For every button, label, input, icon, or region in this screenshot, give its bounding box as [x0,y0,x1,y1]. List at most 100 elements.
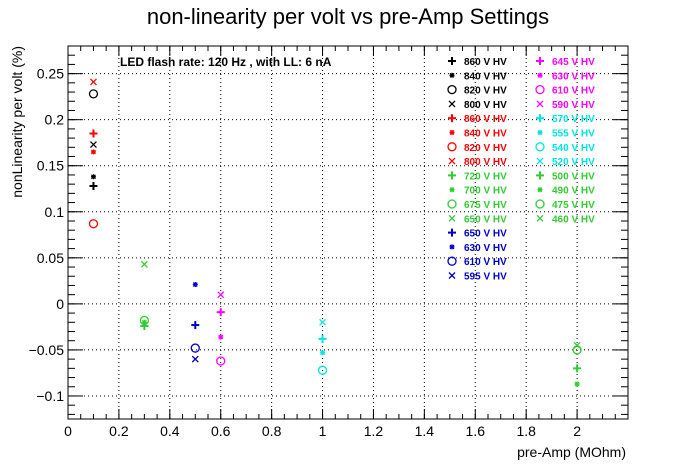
data-points [88,78,582,387]
grid [68,46,628,419]
x-tick-label: 1.4 [415,423,435,439]
legend-marker [448,114,456,123]
legend: 860 V HV 840 V HV 820 V HV 800 V HV 860 V HV… [447,57,595,283]
legend-marker [536,214,544,222]
data-point [573,341,581,349]
data-point [89,129,98,138]
data-point [191,321,200,330]
legend-label: 720 V HV [464,171,507,182]
x-tick-label: 0.8 [262,423,282,439]
data-point [88,219,99,229]
data-point [192,282,198,288]
data-point [89,78,97,86]
data-point [319,318,327,326]
legend-label: 650 V HV [464,214,507,225]
legend-marker [535,84,545,95]
chart-title: non-linearity per volt vs pre-Amp Settin… [147,4,549,29]
x-tick-label: 1 [319,423,327,439]
legend-marker [535,199,545,209]
legend-label: 520 V HV [552,157,595,168]
legend-marker [448,272,456,279]
legend-marker [536,157,544,165]
legend-marker [536,114,544,123]
x-tick-label: 0.6 [211,423,231,439]
y-axis-label: nonLinearity per volt (%) [9,46,25,198]
legend-label: 490 V HV [552,186,595,197]
legend-label: 675 V HV [464,200,507,211]
data-point [574,381,580,387]
legend-label: 650 V HV [464,229,507,240]
legend-label: 590 V HV [552,100,595,111]
legend-marker [448,171,456,180]
x-tick-label: 1.8 [516,423,536,439]
y-tick-label: 0.15 [37,158,64,174]
legend-marker [448,228,456,237]
legend-marker [449,244,455,250]
legend-label: 800 V HV [464,100,507,111]
legend-label: 840 V HV [464,71,507,82]
axis-ticks [67,45,629,419]
data-point [191,355,199,363]
data-point [140,260,148,268]
x-tick-label: 0 [64,423,72,439]
data-point [190,343,200,353]
legend-label: 610 V HV [464,257,507,268]
data-point [139,315,150,326]
data-point [90,174,96,180]
y-tick-label: −0.1 [36,388,64,404]
legend-marker [448,57,456,65]
legend-label: 860 V HV [464,57,507,68]
legend-marker [537,130,543,135]
x-tick-label: 0.4 [160,423,180,439]
chart-annotation: LED flash rate: 120 Hz , with LL: 6 nA [120,55,332,69]
legend-label: 820 V HV [464,143,507,154]
legend-marker [449,72,455,78]
y-tick-label: 0.2 [45,112,65,128]
legend-label: 840 V HV [464,129,507,140]
legend-label: 460 V HV [552,214,595,225]
y-tick-label: 0 [56,296,64,312]
legend-label: 700 V HV [464,186,507,197]
legend-label: 570 V HV [552,114,595,125]
legend-label: 645 V HV [552,57,595,68]
data-point [318,334,327,343]
legend-label: 540 V HV [552,143,595,154]
data-point [217,291,225,299]
data-point [141,319,147,325]
data-point [218,334,224,340]
legend-marker [536,57,544,65]
legend-marker [449,130,455,135]
legend-marker [448,214,456,222]
legend-label: 820 V HV [464,86,507,97]
y-tick-labels: 0.25 0.2 0.15 0.1 0.05 0 −0.05 −0.1 [29,66,65,404]
legend-marker [447,142,457,152]
legend-marker [448,100,456,108]
data-point [88,89,99,99]
data-point [89,181,98,190]
legend-marker [537,187,543,193]
y-tick-label: 0.1 [45,204,65,220]
x-tick-label: 1.6 [466,423,486,439]
legend-marker [536,171,544,180]
legend-label: 800 V HV [464,157,507,168]
legend-marker [536,100,544,108]
legend-marker [447,256,457,266]
legend-label: 475 V HV [552,200,595,211]
legend-marker [447,199,457,209]
data-point [317,365,328,375]
legend-label: 595 V HV [464,272,507,283]
data-point [90,149,96,155]
y-tick-label: 0.25 [37,66,64,82]
y-tick-label: 0.05 [37,250,64,266]
x-axis-label: pre-Amp (MOhm) [517,444,626,460]
x-tick-labels: 0 0.2 0.4 0.6 0.8 1 1.2 1.4 1.6 1.8 2 [64,423,581,439]
x-tick-label: 1.2 [364,423,384,439]
data-point [320,350,326,356]
legend-label: 860 V HV [464,114,507,125]
legend-marker [448,157,456,165]
data-point [216,308,225,317]
data-point [216,356,226,366]
legend-marker [537,72,543,78]
data-point [89,141,97,149]
